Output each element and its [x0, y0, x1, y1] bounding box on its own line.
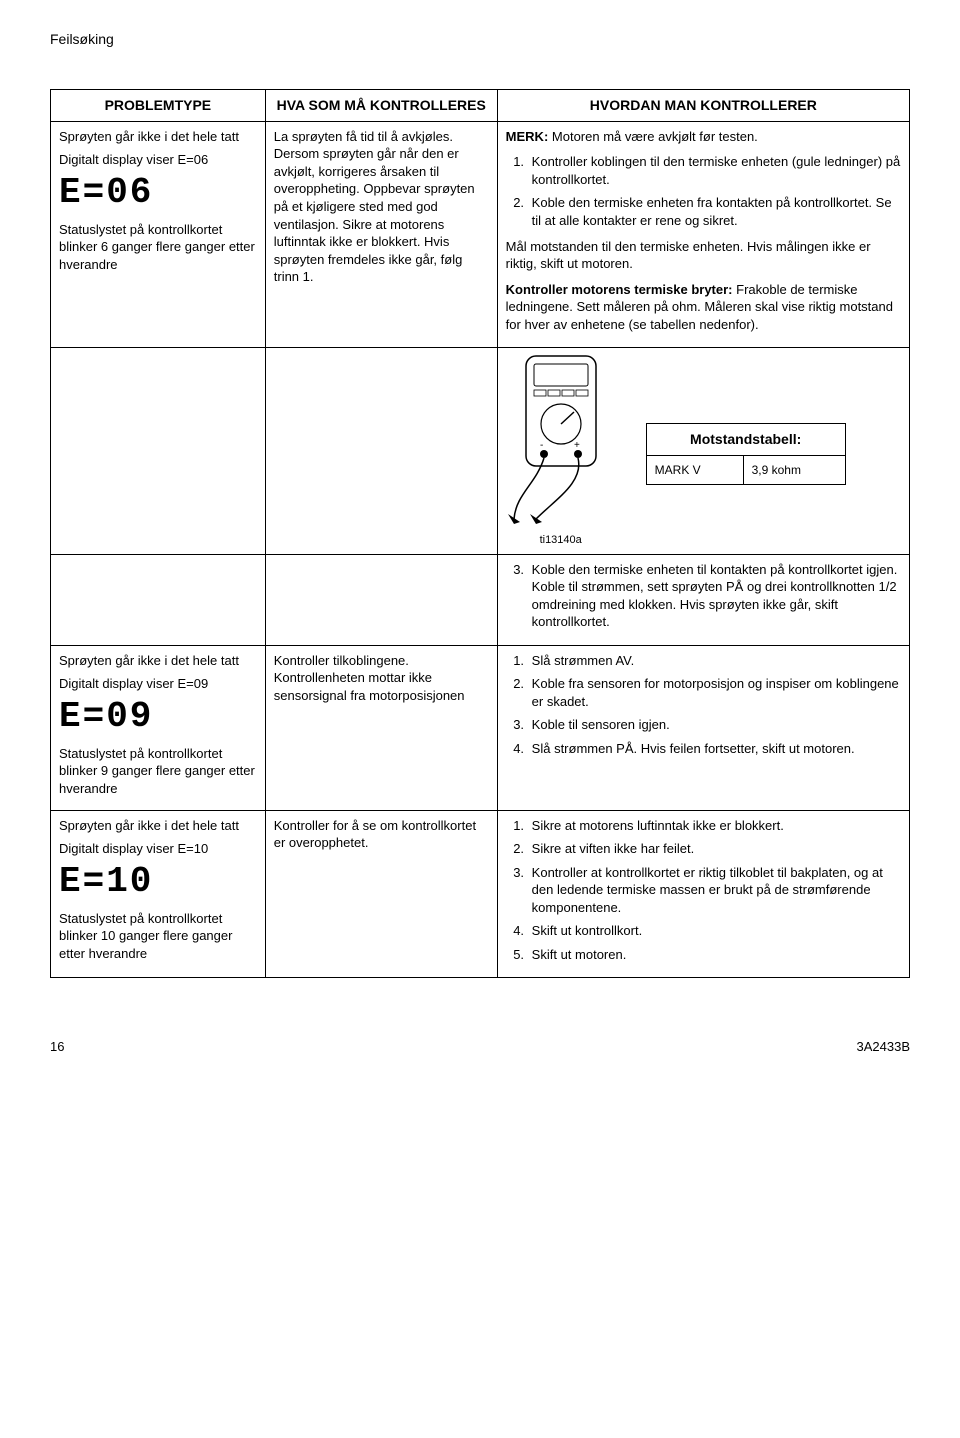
- problem-line: Sprøyten går ikke i det hele tatt: [59, 817, 257, 835]
- how-step: Slå strømmen AV.: [528, 652, 901, 670]
- resistance-table: Motstandstabell: MARK V 3,9 kohm: [646, 423, 846, 485]
- problem-line: Sprøyten går ikke i det hele tatt: [59, 128, 257, 146]
- problem-line: Digitalt display viser E=06: [59, 151, 257, 169]
- how-step: Skift ut kontrollkort.: [528, 922, 901, 940]
- resistance-table-wrap: Motstandstabell: MARK V 3,9 kohm: [646, 417, 846, 485]
- note-label: MERK:: [506, 129, 549, 144]
- how-step: Kontroller at kontrollkortet er riktig t…: [528, 864, 901, 917]
- page-number: 16: [50, 1038, 64, 1056]
- how-step: Koble den termiske enheten fra kontakten…: [528, 194, 901, 229]
- page-section-title: Feilsøking: [50, 30, 910, 49]
- troubleshooting-table: PROBLEMTYPE HVA SOM MÅ KONTROLLERES HVOR…: [50, 89, 910, 979]
- note-text: Motoren må være avkjølt før testen.: [548, 129, 758, 144]
- how-step: Sikre at motorens luftinntak ikke er blo…: [528, 817, 901, 835]
- table-row: Koble den termiske enheten til kontakten…: [51, 554, 910, 645]
- problem-line: Statuslystet på kontrollkortet blinker 1…: [59, 910, 257, 963]
- how-cell-e09: Slå strømmen AV. Koble fra sensoren for …: [497, 645, 909, 810]
- figure-label: ti13140a: [506, 533, 616, 548]
- multimeter-figure: - + ti13140a Motstandstabell:: [506, 354, 901, 547]
- col-header-check: HVA SOM MÅ KONTROLLERES: [265, 89, 497, 121]
- multimeter-icon: - + ti13140a: [506, 354, 616, 547]
- how-step: Koble til sensoren igjen.: [528, 716, 901, 734]
- problem-cell-e10: Sprøyten går ikke i det hele tatt Digita…: [51, 810, 266, 978]
- problem-line: Digitalt display viser E=09: [59, 675, 257, 693]
- problem-line: Statuslystet på kontrollkortet blinker 6…: [59, 221, 257, 274]
- resistance-title: Motstandstabell:: [646, 423, 845, 455]
- how-step: Koble fra sensoren for motorposisjon og …: [528, 675, 901, 710]
- how-paragraph: Mål motstanden til den termiske enheten.…: [506, 238, 901, 273]
- check-cell-e06: La sprøyten få tid til å avkjøles. Derso…: [265, 121, 497, 347]
- table-row: Sprøyten går ikke i det hele tatt Digita…: [51, 810, 910, 978]
- svg-text:+: +: [574, 440, 580, 451]
- page-footer: 16 3A2433B: [50, 1038, 910, 1056]
- how-step: Slå strømmen PÅ. Hvis feilen fortsetter,…: [528, 740, 901, 758]
- how-step: Sikre at viften ikke har feilet.: [528, 840, 901, 858]
- resistance-value: 3,9 kohm: [743, 455, 845, 484]
- error-code-display: E=10: [59, 864, 257, 900]
- svg-text:-: -: [540, 440, 543, 451]
- empty-cell: [265, 348, 497, 554]
- multimeter-cell: - + ti13140a Motstandstabell:: [497, 348, 909, 554]
- problem-cell-e09: Sprøyten går ikke i det hele tatt Digita…: [51, 645, 266, 810]
- check-cell-e09: Kontroller tilkoblingene. Kontrollenhete…: [265, 645, 497, 810]
- problem-line: Sprøyten går ikke i det hele tatt: [59, 652, 257, 670]
- how-subhead: Kontroller motorens termiske bryter:: [506, 282, 733, 297]
- empty-cell: [265, 554, 497, 645]
- how-step: Skift ut motoren.: [528, 946, 901, 964]
- doc-id: 3A2433B: [857, 1038, 911, 1056]
- how-cell-e10: Sikre at motorens luftinntak ikke er blo…: [497, 810, 909, 978]
- table-row: Sprøyten går ikke i det hele tatt Digita…: [51, 645, 910, 810]
- problem-line: Digitalt display viser E=10: [59, 840, 257, 858]
- how-paragraph: Kontroller motorens termiske bryter: Fra…: [506, 281, 901, 334]
- empty-cell: [51, 554, 266, 645]
- error-code-display: E=09: [59, 699, 257, 735]
- col-header-problem: PROBLEMTYPE: [51, 89, 266, 121]
- table-row-multimeter: - + ti13140a Motstandstabell:: [51, 348, 910, 554]
- col-header-how: HVORDAN MAN KONTROLLERER: [497, 89, 909, 121]
- empty-cell: [51, 348, 266, 554]
- note-line: MERK: Motoren må være avkjølt før testen…: [506, 128, 901, 146]
- how-cell-pre-e09: Koble den termiske enheten til kontakten…: [497, 554, 909, 645]
- problem-line: Statuslystet på kontrollkortet blinker 9…: [59, 745, 257, 798]
- table-row: Sprøyten går ikke i det hele tatt Digita…: [51, 121, 910, 347]
- problem-cell-e06: Sprøyten går ikke i det hele tatt Digita…: [51, 121, 266, 347]
- how-cell-e06: MERK: Motoren må være avkjølt før testen…: [497, 121, 909, 347]
- table-header-row: PROBLEMTYPE HVA SOM MÅ KONTROLLERES HVOR…: [51, 89, 910, 121]
- error-code-display: E=06: [59, 175, 257, 211]
- how-step: Koble den termiske enheten til kontakten…: [528, 561, 901, 631]
- resistance-model: MARK V: [646, 455, 743, 484]
- check-cell-e10: Kontroller for å se om kontrollkortet er…: [265, 810, 497, 978]
- how-step: Kontroller koblingen til den termiske en…: [528, 153, 901, 188]
